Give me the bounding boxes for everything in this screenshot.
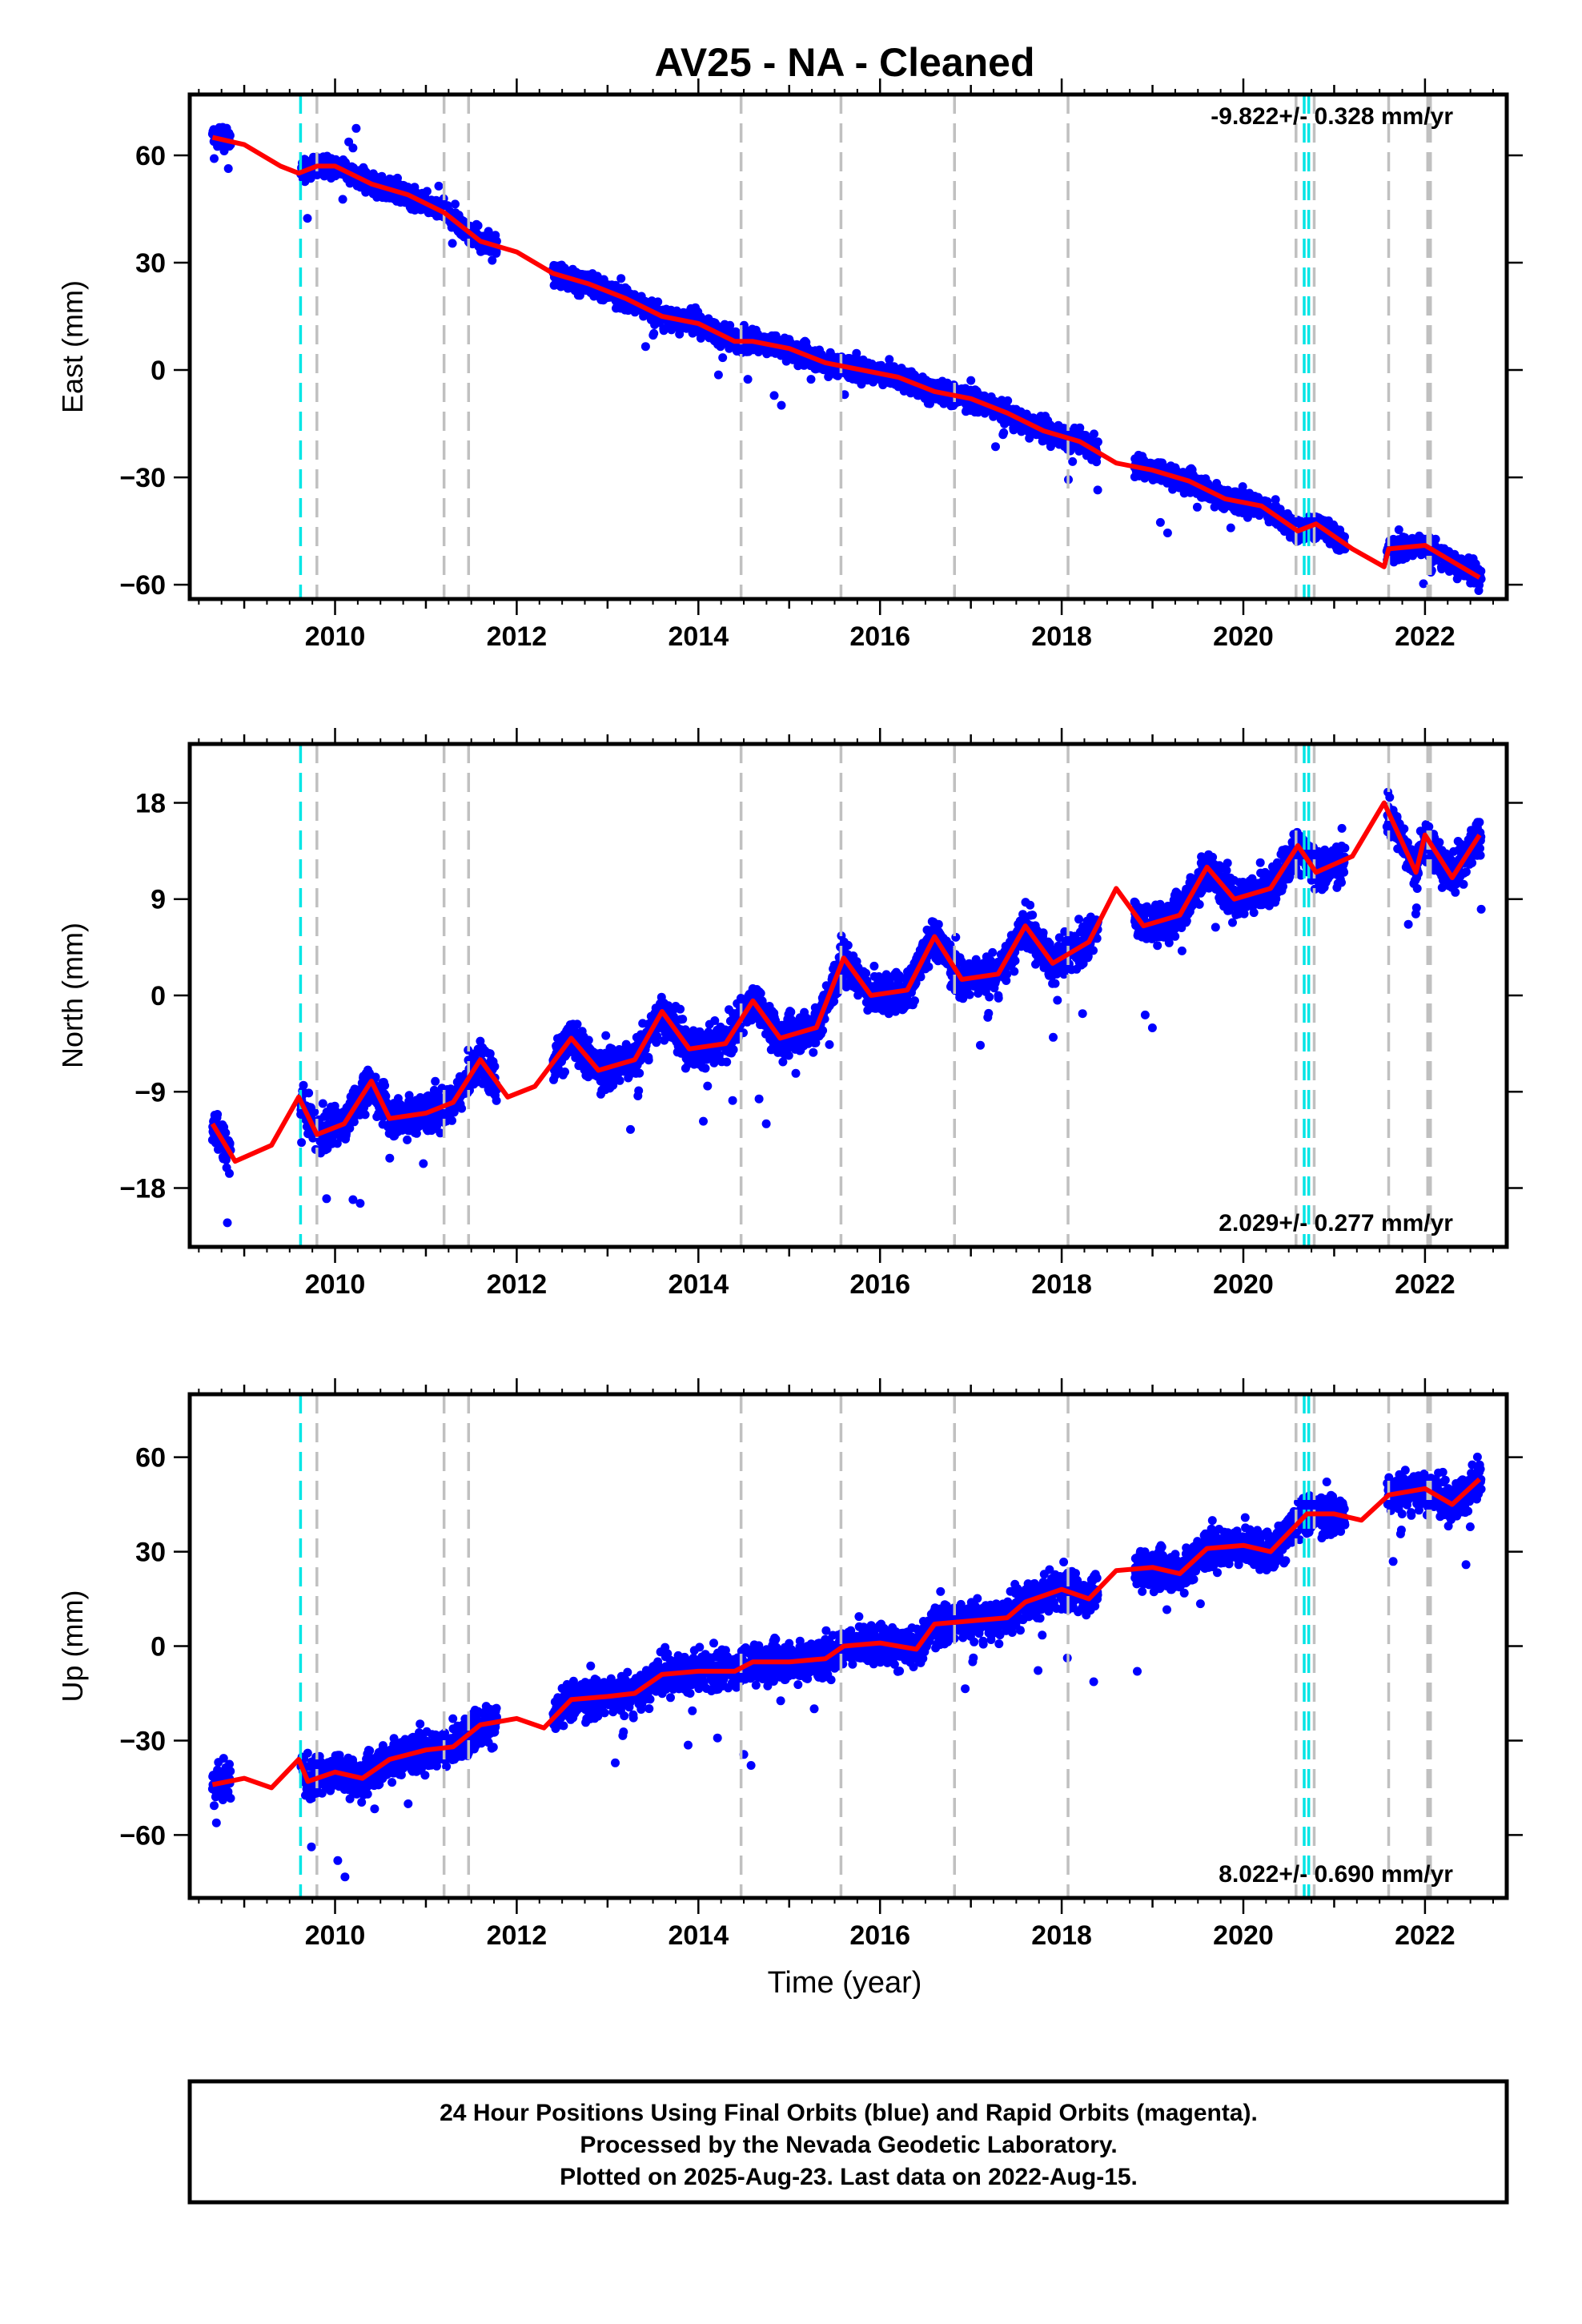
data-point <box>806 375 816 384</box>
rate-label: -9.822+/- 0.328 mm/yr <box>1211 103 1453 130</box>
x-tick-label: 2020 <box>1213 621 1274 652</box>
data-point <box>422 187 432 196</box>
data-point <box>1419 579 1428 589</box>
data-point <box>380 1081 390 1090</box>
data-point <box>616 274 626 283</box>
data-point <box>221 1128 231 1138</box>
data-point <box>223 164 233 173</box>
data-point <box>223 1218 232 1228</box>
data-point <box>434 181 444 191</box>
y-tick-label: −60 <box>119 570 166 601</box>
data-point <box>303 214 312 223</box>
y-tick-label: 30 <box>135 248 166 279</box>
data-point <box>718 353 728 363</box>
data-point <box>1340 532 1349 541</box>
data-point <box>640 342 650 352</box>
data-point <box>318 1099 327 1108</box>
data-point <box>299 1080 308 1090</box>
data-point <box>355 1199 365 1208</box>
data-point <box>451 199 460 209</box>
data-point <box>348 143 358 153</box>
data-point <box>457 1104 467 1113</box>
data-point <box>412 1128 421 1138</box>
data-point <box>1090 429 1098 439</box>
data-point <box>991 442 1000 452</box>
data-point <box>1192 502 1202 512</box>
x-tick-label: 2012 <box>487 621 548 652</box>
data-point <box>492 1096 501 1105</box>
x-tick-label: 2018 <box>1031 621 1092 652</box>
data-point <box>653 297 663 307</box>
data-point <box>488 255 497 265</box>
model-line <box>211 135 1481 580</box>
y-axis-label: East (mm) <box>56 280 89 413</box>
data-point <box>649 328 659 338</box>
data-point <box>966 376 976 385</box>
y-tick-label: −30 <box>119 463 166 493</box>
data-point <box>1093 437 1102 447</box>
data-point <box>999 428 1009 437</box>
data-point <box>310 1108 319 1117</box>
north-panel: 2010 2012 2014 2016 2018 2020 2022−18−90918Nor… <box>56 728 1523 1300</box>
data-point <box>572 1019 582 1029</box>
data-point <box>338 195 347 204</box>
data-point <box>210 154 219 163</box>
data-point <box>448 239 457 248</box>
data-point <box>225 131 235 140</box>
data-point <box>225 1168 234 1178</box>
data-point <box>432 1122 441 1132</box>
y-tick-label: 60 <box>135 141 166 171</box>
data-point <box>473 221 483 231</box>
data-point <box>348 1195 358 1204</box>
data-point <box>484 227 493 236</box>
data-point <box>431 1076 440 1086</box>
data-point <box>1394 525 1403 534</box>
east-panel: 2010 2012 2014 2016 2018 2020 2022 −60 −30 0 30 60 E… <box>56 78 1523 652</box>
plot-area <box>207 94 1486 599</box>
data-point <box>403 1135 412 1144</box>
data-point <box>1068 456 1078 466</box>
data-point <box>1075 423 1085 432</box>
data-point <box>351 123 361 133</box>
data-point <box>852 348 861 358</box>
data-point <box>1238 482 1247 492</box>
data-point <box>436 1128 445 1138</box>
data-point <box>213 1110 223 1119</box>
plot-area <box>207 744 1486 1247</box>
data-point <box>490 1062 500 1072</box>
data-point <box>371 1072 380 1082</box>
data-point <box>777 400 786 410</box>
data-point <box>349 1117 359 1127</box>
data-point <box>448 1116 456 1125</box>
y-tick-label: 0 <box>151 356 166 386</box>
data-point <box>360 1110 370 1120</box>
data-point <box>1003 396 1013 405</box>
chart-title: AV25 - NA - Cleaned <box>654 40 1034 85</box>
data-point <box>584 1035 593 1045</box>
x-tick-label: 2014 <box>668 621 729 652</box>
data-point <box>1162 529 1172 537</box>
data-point <box>1093 485 1102 495</box>
data-point <box>492 247 501 256</box>
data-point <box>1155 517 1165 527</box>
data-point <box>1226 523 1235 533</box>
data-point <box>560 1068 569 1076</box>
x-tick-label: 2010 <box>305 621 366 652</box>
data-point <box>1476 566 1486 576</box>
data-point <box>304 1088 314 1098</box>
plot-frame <box>187 92 1509 601</box>
data-point <box>713 370 723 380</box>
x-tick-label: 2016 <box>849 621 910 652</box>
data-point <box>419 1159 428 1168</box>
data-point <box>926 399 934 408</box>
data-point <box>297 1138 307 1148</box>
data-point <box>322 1194 331 1204</box>
data-point <box>743 375 753 384</box>
data-point <box>575 291 584 300</box>
data-point <box>769 391 779 400</box>
data-point <box>1431 534 1440 544</box>
x-tick-label: 2022 <box>1395 621 1456 652</box>
data-point <box>385 1153 395 1163</box>
